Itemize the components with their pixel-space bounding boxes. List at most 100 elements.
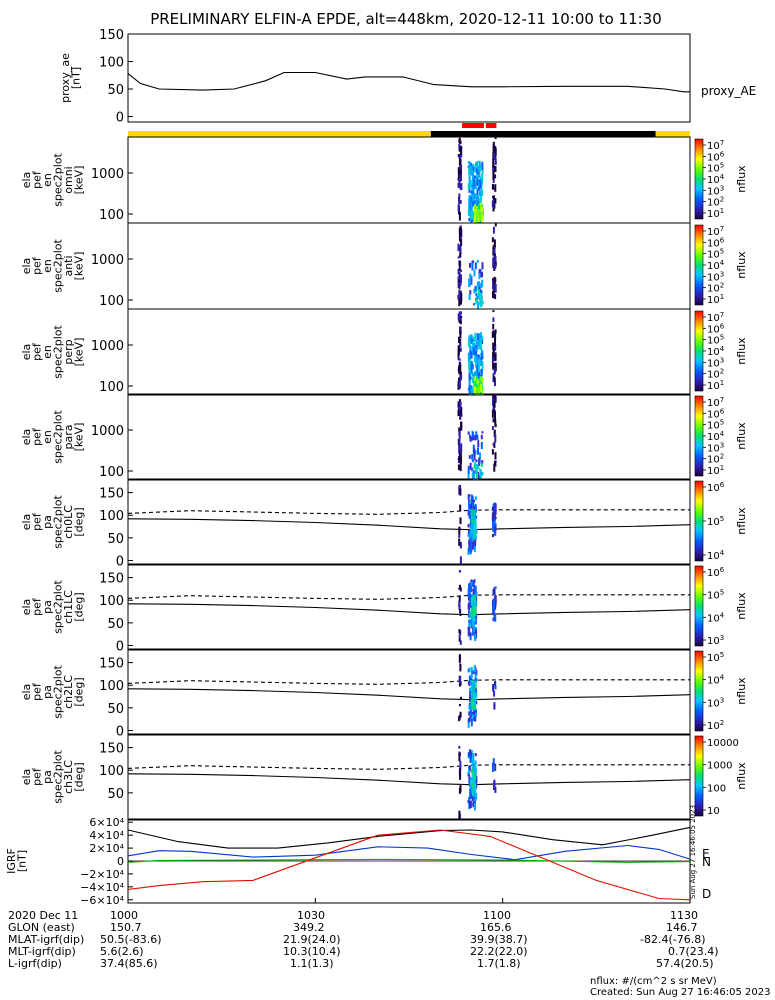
energy-spectrogram-cell <box>474 371 477 378</box>
pitch-spectrogram-cell <box>471 779 474 786</box>
pitch-panel-ytick-label: 100 <box>99 764 124 779</box>
energy-spectrogram-cell <box>458 281 461 284</box>
pitch-spectrogram-cell <box>468 602 471 607</box>
pitch-spectrogram-cell <box>468 675 471 683</box>
pitch-spectrogram-cell <box>472 600 475 606</box>
pitch-panel-ylabel-line: pa <box>41 770 54 784</box>
footer-col2-time: 1030 <box>297 909 325 922</box>
energy-spectrogram-cell <box>480 475 482 479</box>
pitch-spectrogram-cell <box>472 690 475 695</box>
proxy-ae-ytick-label: 150 <box>99 28 124 43</box>
energy-spectrogram-cell <box>460 238 463 247</box>
energy-spectrogram-cell <box>479 181 482 189</box>
pitch-spectrogram-cell <box>474 793 477 801</box>
energy-spectrogram-cell <box>457 268 460 275</box>
pitch-spectrogram-cell <box>474 785 477 791</box>
energy-spectrogram-cell <box>481 279 484 287</box>
energy-panel-ylabel-line: en <box>41 345 54 359</box>
energy-spectrogram-cell <box>494 283 497 293</box>
igrf-ytick-label: −2×10⁴ <box>80 868 124 881</box>
energy-spectrogram-cell <box>459 184 462 190</box>
igrf-ytick-label: 0 <box>117 855 124 868</box>
igrf-label-d: D <box>702 887 711 901</box>
energy-spectrogram-cell <box>467 352 470 362</box>
energy-spectrogram-cell <box>475 431 478 439</box>
pitch-spectrogram-cell <box>470 597 473 605</box>
energy-colorbar-bar <box>694 138 704 220</box>
energy-spectrogram-cell <box>458 399 461 402</box>
energy-spectrogram-cell <box>458 227 461 234</box>
proxy-ae-ylabel: proxy_ae[nT] <box>59 53 83 103</box>
energy-panel-ytick-label: 100 <box>99 208 124 223</box>
energy-spectrogram-cell <box>481 301 484 305</box>
energy-panel-ylabel-line: spec2plot <box>51 153 64 207</box>
energy-spectrogram-cell <box>492 166 495 172</box>
pitch-colorbar-tick-label: 1000 <box>707 761 732 772</box>
pitch-spectrogram-cell <box>471 515 474 521</box>
energy-spectrogram-cell <box>481 472 484 476</box>
pitch-spectrogram-cell <box>467 627 470 636</box>
energy-spectrogram-cell <box>473 448 476 457</box>
energy-spectrogram-cell <box>476 376 479 381</box>
energy-spectrogram-cell <box>467 465 470 474</box>
energy-spectrogram-cell <box>460 408 463 416</box>
pitch-spectrogram-cell <box>468 749 471 756</box>
energy-spectrogram-cell <box>468 380 471 388</box>
energy-spectrogram-cell <box>493 153 496 161</box>
energy-spectrogram-cell <box>478 179 481 182</box>
pitch-panel-ylabel-line: ch3LC <box>62 760 75 794</box>
pitch-spectrogram-cell <box>492 598 495 607</box>
pitch-spectrogram-cell <box>472 706 475 712</box>
pitch-spectrogram-cell <box>459 760 462 770</box>
pitch-spectrogram-cell <box>473 512 476 517</box>
pitch-spectrogram-cell <box>471 680 474 686</box>
energy-spectrogram-cell <box>493 429 496 433</box>
energy-spectrogram-cell <box>458 148 461 152</box>
energy-spectrogram-cell <box>457 243 460 252</box>
pitch-spectrogram-cell <box>467 719 470 728</box>
pitch-spectrogram-cell <box>472 759 475 765</box>
energy-spectrogram-cell <box>477 363 480 373</box>
energy-spectrogram-cell <box>475 196 478 204</box>
pitch-panel-ytick-label: 150 <box>99 742 124 757</box>
pitch-spectrogram-cell <box>469 794 472 797</box>
pitch-spectrogram-cell <box>459 696 462 700</box>
energy-spectrogram-cell <box>467 470 470 480</box>
pitch-spectrogram-cell <box>458 601 461 610</box>
pitch-spectrogram-cell <box>471 519 474 523</box>
pitch-spectrogram-cell <box>469 695 472 703</box>
energy-spectrogram-cell <box>480 299 483 308</box>
pitch-spectrogram-cell <box>468 796 471 803</box>
pitch-panel-ylabel-line: [deg] <box>72 762 85 791</box>
energy-panel-ylabel-line: pef <box>30 170 43 189</box>
energy-spectrogram-cell <box>478 293 481 300</box>
pitch-panel-ytick-label: 100 <box>99 679 124 694</box>
pitch-colorbar-tick-label: 104 <box>707 674 725 687</box>
igrf-ylabel-line: [nT] <box>15 850 28 872</box>
energy-colorbar-label: nflux <box>735 337 748 365</box>
energy-spectrogram-cell <box>459 200 462 204</box>
energy-spectrogram-cell <box>476 202 479 208</box>
pitch-dashed-line <box>127 764 690 770</box>
energy-spectrogram-cell <box>470 354 473 359</box>
energy-spectrogram-cell <box>458 361 461 366</box>
pitch-spectrogram-cell <box>472 682 475 687</box>
pitch-panel-ylabel-line: pef <box>30 767 43 786</box>
orbit-bar-segment <box>430 131 656 137</box>
pitch-spectrogram-cell <box>470 717 473 727</box>
energy-colorbar-tick-label: 101 <box>707 293 724 306</box>
energy-spectrogram-cell <box>492 291 494 298</box>
footer-col3-glon: 165.6 <box>480 921 512 934</box>
pitch-spectrogram-cell <box>458 485 461 495</box>
energy-spectrogram-cell <box>460 414 463 417</box>
energy-spectrogram-cell <box>457 409 460 417</box>
energy-spectrogram-cell <box>494 460 496 465</box>
igrf-ytick-label: 4×10⁴ <box>89 829 124 842</box>
pitch-spectrogram-cell <box>474 618 477 621</box>
energy-spectrogram-cell <box>478 166 481 172</box>
energy-spectrogram-cell <box>491 356 494 364</box>
energy-panel-frame <box>127 222 691 310</box>
